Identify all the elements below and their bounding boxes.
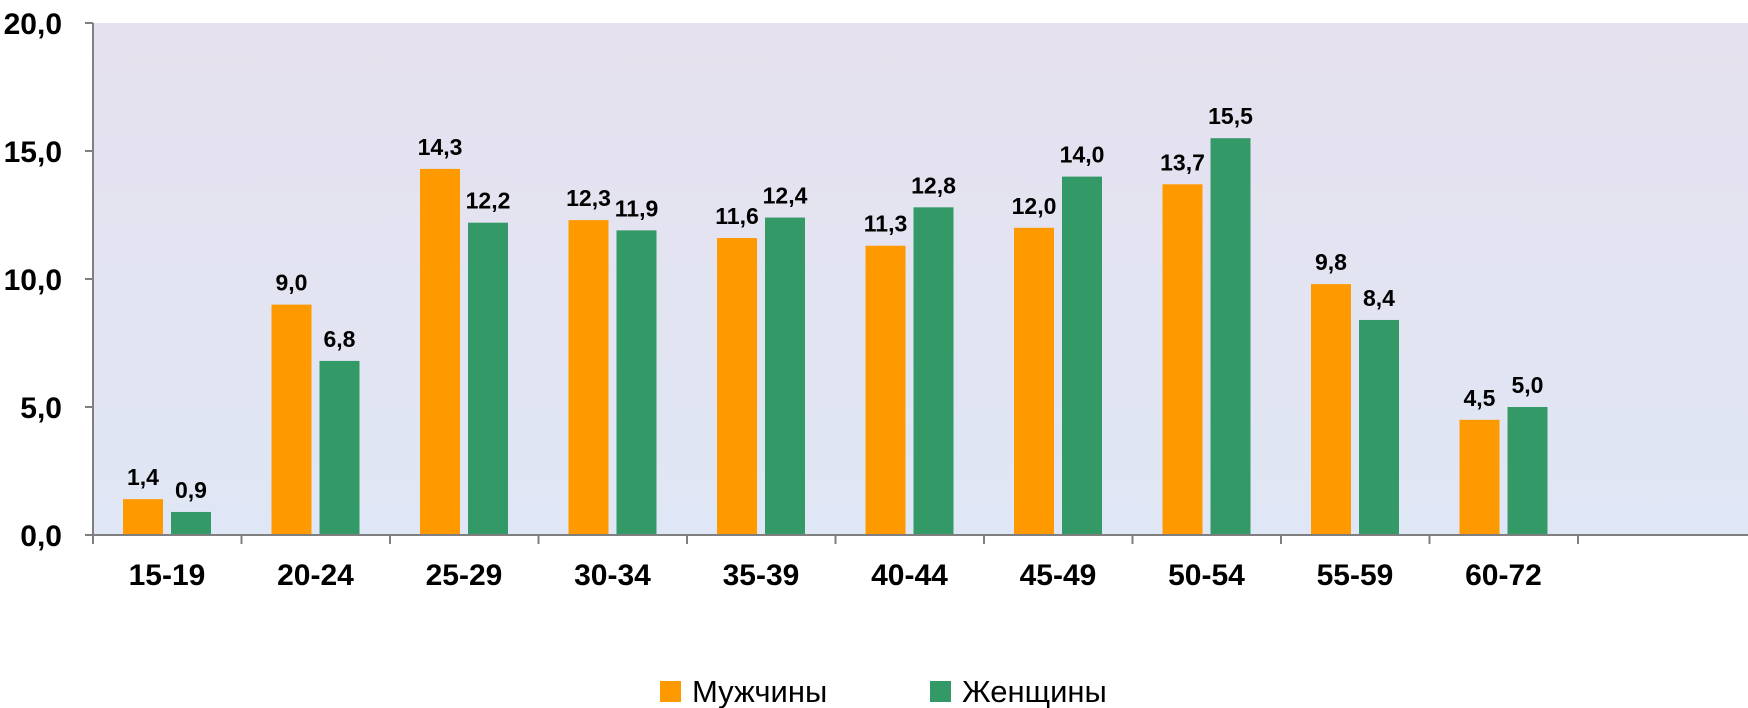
- bar-women-35-39: [765, 217, 805, 535]
- bar-men-45-49: [1014, 227, 1054, 536]
- data-label-men-20-24: 9,0: [276, 270, 308, 296]
- bars-layer: [123, 138, 1548, 536]
- x-tick-label-20-24: 20-24: [277, 559, 354, 592]
- data-label-women-45-49: 14,0: [1060, 142, 1105, 168]
- data-label-women-50-54: 15,5: [1208, 103, 1253, 129]
- bar-men-25-29: [420, 168, 460, 536]
- legend-label-women: Женщины: [962, 674, 1107, 708]
- axis-layer: [85, 22, 1748, 544]
- x-tick-label-60-72: 60-72: [1465, 559, 1542, 592]
- data-label-men-35-39: 11,6: [715, 203, 759, 229]
- bar-men-55-59: [1311, 284, 1351, 535]
- data-label-women-40-44: 12,8: [911, 172, 956, 198]
- data-label-men-50-54: 13,7: [1160, 149, 1205, 175]
- x-tick-label-35-39: 35-39: [723, 559, 800, 592]
- data-label-men-25-29: 14,3: [418, 134, 463, 160]
- data-label-women-15-19: 0,9: [175, 477, 207, 503]
- data-label-men-40-44: 11,3: [864, 211, 908, 237]
- data-label-women-55-59: 8,4: [1363, 285, 1395, 311]
- x-tick-label-45-49: 45-49: [1020, 559, 1097, 592]
- x-tick-label-15-19: 15-19: [129, 559, 206, 592]
- bar-women-45-49: [1062, 176, 1102, 535]
- y-tick-label: 15,0: [4, 136, 62, 169]
- data-label-men-60-72: 4,5: [1464, 385, 1496, 411]
- x-tick-label-30-34: 30-34: [574, 559, 651, 592]
- bar-women-20-24: [319, 360, 360, 535]
- bar-men-15-19: [123, 499, 163, 535]
- data-label-women-60-72: 5,0: [1512, 372, 1544, 398]
- bar-men-50-54: [1162, 184, 1203, 535]
- bar-women-55-59: [1359, 319, 1399, 535]
- legend: Мужчины Женщины: [660, 674, 1107, 708]
- x-tick-label-50-54: 50-54: [1168, 559, 1245, 592]
- y-tick-label: 0,0: [20, 520, 62, 553]
- bar-women-50-54: [1210, 138, 1251, 535]
- data-label-men-55-59: 9,8: [1315, 249, 1347, 275]
- y-tick-label: 10,0: [4, 264, 62, 297]
- y-tick-label: 20,0: [4, 8, 62, 41]
- bar-women-30-34: [616, 230, 657, 536]
- x-tick-label-40-44: 40-44: [871, 559, 948, 592]
- bar-women-60-72: [1507, 407, 1548, 535]
- data-label-women-25-29: 12,2: [466, 188, 511, 214]
- data-label-women-20-24: 6,8: [324, 326, 356, 352]
- y-tick-label: 5,0: [20, 392, 62, 425]
- bar-men-20-24: [271, 304, 312, 535]
- legend-swatch-men: [660, 681, 681, 702]
- legend-swatch-women: [930, 681, 951, 702]
- bar-men-30-34: [568, 220, 609, 535]
- bar-women-25-29: [468, 222, 508, 535]
- x-tick-label-25-29: 25-29: [426, 559, 503, 592]
- bar-men-40-44: [865, 245, 906, 535]
- x-tick-label-55-59: 55-59: [1317, 559, 1394, 592]
- bar-men-60-72: [1459, 419, 1500, 535]
- legend-label-men: Мужчины: [692, 674, 827, 708]
- data-label-men-30-34: 12,3: [566, 185, 611, 211]
- bar-men-35-39: [717, 238, 757, 536]
- data-label-men-45-49: 12,0: [1012, 193, 1057, 219]
- data-label-women-30-34: 11,9: [615, 195, 659, 221]
- bar-women-15-19: [171, 511, 211, 535]
- data-label-men-15-19: 1,4: [127, 464, 159, 490]
- data-labels-layer: 1,4 0,9 9,0 6,8 14,3 12,2 12,3 11,9 11,612,4 11,3…: [127, 103, 1543, 503]
- bar-women-40-44: [913, 207, 954, 535]
- tick-labels-layer: 0,0 5,0 10,0 15,0 20,0 15-19 20-24 25-29 30-34 35…: [4, 8, 1542, 592]
- data-label-women-35-39: 12,4: [763, 183, 808, 209]
